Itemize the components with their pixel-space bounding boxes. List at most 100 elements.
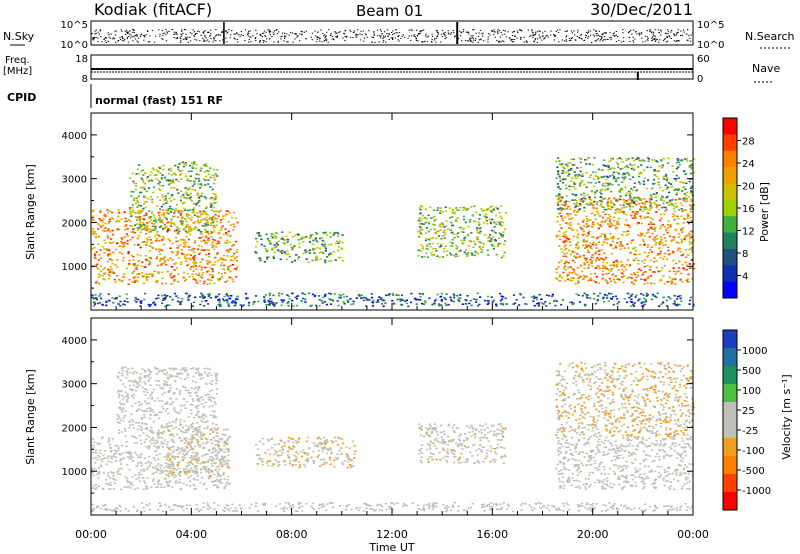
power-cell xyxy=(489,222,493,225)
power-cell xyxy=(570,180,573,182)
power-cell xyxy=(203,210,206,213)
power-cell xyxy=(424,300,427,302)
power-cell xyxy=(123,236,126,238)
power-cell xyxy=(225,299,228,301)
power-cell xyxy=(588,196,591,198)
power-cell xyxy=(195,173,198,175)
velocity-cell xyxy=(120,488,123,491)
power-cell xyxy=(444,302,447,305)
power-cell xyxy=(584,258,587,261)
power-cell xyxy=(225,213,228,215)
power-cell xyxy=(634,246,637,249)
power-cell xyxy=(104,215,107,217)
power-cell xyxy=(97,259,100,261)
power-cell xyxy=(127,219,130,221)
power-cell xyxy=(583,267,586,270)
power-cell xyxy=(427,230,430,233)
nsky-point xyxy=(264,35,266,37)
power-cell xyxy=(158,250,161,253)
power-cell xyxy=(232,280,235,283)
power-cell xyxy=(500,205,503,207)
power-cell xyxy=(649,248,652,251)
power-cell xyxy=(134,224,137,226)
power-cell xyxy=(265,233,268,236)
power-cell xyxy=(420,218,423,220)
power-cell xyxy=(593,157,596,159)
power-cell xyxy=(673,219,676,221)
power-cell xyxy=(461,228,464,231)
power-cell xyxy=(392,302,396,305)
nsky-point xyxy=(391,38,394,39)
nsky-point xyxy=(445,37,447,39)
nsky-point xyxy=(208,41,210,43)
power-cell xyxy=(93,246,96,249)
power-cell xyxy=(199,210,202,213)
power-cell xyxy=(672,252,675,254)
power-cell xyxy=(560,259,563,262)
power-cell xyxy=(429,237,432,240)
nsky-point xyxy=(382,37,384,39)
power-cell xyxy=(227,230,230,233)
power-cell xyxy=(272,303,275,306)
power-cell xyxy=(688,303,691,305)
power-cell xyxy=(601,198,604,201)
power-cell xyxy=(191,185,194,187)
power-cell xyxy=(143,226,146,229)
nsky-point xyxy=(153,41,156,43)
power-cell xyxy=(686,213,689,216)
power-cell xyxy=(208,273,211,276)
power-cell xyxy=(382,298,385,301)
nsky-point xyxy=(436,35,438,37)
nsky-point xyxy=(516,37,518,39)
velocity-cell xyxy=(130,452,133,454)
power-cell xyxy=(431,242,434,245)
power-cell xyxy=(628,208,632,211)
power-cell xyxy=(553,300,556,302)
power-cell xyxy=(655,175,658,178)
velocity-cell xyxy=(97,477,100,479)
velocity-cell xyxy=(126,480,129,482)
velocity-cell xyxy=(101,460,104,463)
nsky-point xyxy=(161,30,163,32)
nsky-point xyxy=(292,41,294,43)
power-cell xyxy=(212,241,215,244)
power-cell xyxy=(205,206,208,209)
power-cell xyxy=(689,237,692,240)
power-cell xyxy=(622,270,625,272)
power-cell xyxy=(638,159,641,162)
power-cell xyxy=(604,278,607,281)
power-cell xyxy=(332,299,335,302)
nsky-point xyxy=(449,33,452,35)
power-cell xyxy=(639,235,642,237)
power-cell xyxy=(336,300,339,302)
power-cell xyxy=(469,299,472,302)
velocity-cell xyxy=(137,456,140,459)
power-cell xyxy=(465,253,468,256)
power-cell xyxy=(478,232,481,234)
power-cell xyxy=(246,297,250,299)
power-cell xyxy=(206,239,209,242)
power-cell xyxy=(607,214,611,216)
power-cell xyxy=(232,223,235,226)
nsky-point xyxy=(444,35,446,37)
nsky-point xyxy=(294,38,296,40)
power-cell xyxy=(405,302,408,305)
power-cell xyxy=(141,225,144,227)
nsky-point xyxy=(259,33,261,35)
power-cell xyxy=(297,239,300,241)
power-cell xyxy=(681,281,684,283)
nsky-point xyxy=(665,41,668,43)
power-cell xyxy=(211,274,214,276)
nsky-point xyxy=(325,35,327,37)
power-cell xyxy=(161,184,165,187)
power-cell xyxy=(320,237,323,239)
nsky-point xyxy=(284,36,286,38)
power-cell xyxy=(417,249,420,252)
power-cell xyxy=(207,295,210,297)
power-cell xyxy=(182,194,185,196)
power-cell xyxy=(502,231,505,233)
freq-label-line1: Freq. xyxy=(5,55,30,66)
power-cell xyxy=(572,259,575,262)
nsky-point xyxy=(433,39,436,41)
power-cell xyxy=(368,299,371,301)
